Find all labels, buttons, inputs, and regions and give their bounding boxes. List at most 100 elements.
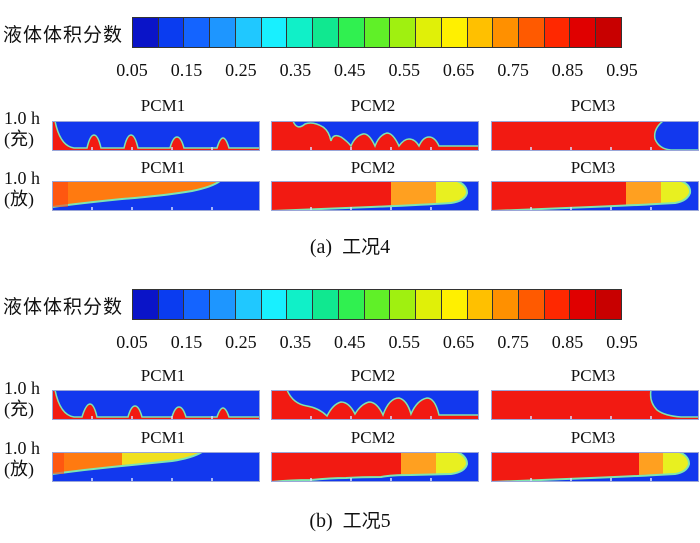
colorbar-title: 液体体积分数 [3,24,124,46]
colorbar-segment [235,18,262,47]
contour-pcm2-charge [271,390,479,420]
colorbar-tick-label: 0.15 [170,332,203,352]
colorbar-tick-label: 0.25 [225,332,257,352]
colorbar-tick-label: 0.65 [442,60,475,80]
colorbar-tick-label: 0.75 [497,332,529,352]
colorbar-segment [210,290,236,319]
colorbar-tick-label: 0.25 [225,60,257,80]
colorbar-segment [133,290,159,319]
colorbar-segment [287,18,314,47]
row-label-discharge: 1.0 h (放) [4,438,40,479]
colorbar-segment [133,18,159,47]
colorbar-tick-label: 0.85 [551,332,584,352]
colorbar-tick-label: 0.55 [388,332,420,352]
row-label-discharge: 1.0 h (放) [4,168,40,209]
colorbar-tick-label: 0.85 [551,60,584,80]
contour-frame [271,390,479,420]
colorbar-tick-label: 0.95 [606,332,638,352]
pcm3-label: PCM3 [570,428,616,447]
contour-pcm3-charge [491,121,699,151]
caption-text: 工况 [342,236,381,258]
colorbar-segment [364,290,391,319]
panel-case-4: 液体体积分数 0.05 0.15 0.25 0.35 0.45 0.55 0.65 0.75 0… [0,0,700,270]
contour-pcm3-discharge [491,452,699,482]
pcm1-label: PCM1 [140,158,186,177]
colorbar-segment [544,18,571,47]
panel-case-5: 液体体积分数 0.05 0.15 0.25 0.35 0.45 0.55 0.65 0.75 0… [0,272,700,542]
contour-pcm1-discharge [52,452,260,482]
colorbar-segment [570,18,597,47]
colorbar-segment [390,290,417,319]
colorbar-segment [158,290,185,319]
colorbar-segment [158,18,185,47]
contour-pcm1-charge [52,390,260,420]
colorbar-segment [441,18,468,47]
pcm2-label: PCM2 [350,158,396,177]
contour-pcm2-charge [271,121,479,151]
colorbar-segment [570,290,597,319]
contour-frame [52,121,260,151]
pcm2-label: PCM2 [350,428,396,447]
pcm3-label: PCM3 [570,158,616,177]
caption-case-4: (a) 工况4 [0,232,700,259]
colorbar-segment [596,18,621,47]
contour-frame [491,390,699,420]
colorbar-segment [235,290,262,319]
row-label-charge: 1.0 h (充) [4,108,40,149]
colorbar [132,289,622,320]
contour-pcm2-discharge [271,181,479,211]
contour-frame [491,121,699,151]
colorbar-segment [338,18,365,47]
pcm1-label: PCM1 [140,96,186,115]
colorbar-segment [364,18,391,47]
contour-frame [271,452,479,482]
colorbar-segment [596,290,621,319]
colorbar-tick-label: 0.35 [279,332,312,352]
colorbar-tick-label: 0.75 [497,60,529,80]
contour-frame [52,181,260,211]
caption-text: 工况 [342,510,381,532]
colorbar-title: 液体体积分数 [3,296,124,318]
caption-tag: (a) [309,236,333,258]
colorbar-tick-label: 0.05 [116,60,148,80]
colorbar-segment [416,18,442,47]
colorbar-tick-label: 0.55 [388,60,420,80]
caption-num: 4 [380,236,391,258]
pcm3-label: PCM3 [570,366,616,385]
pcm2-label: PCM2 [350,96,396,115]
colorbar-tick-label: 0.35 [279,60,312,80]
colorbar-segment [184,290,211,319]
row-label-charge: 1.0 h (充) [4,378,40,419]
pcm1-label: PCM1 [140,428,186,447]
contour-frame [52,452,260,482]
colorbar-tick-label: 0.95 [606,60,638,80]
colorbar-tick-label: 0.45 [334,332,366,352]
colorbar-segment [313,18,339,47]
caption-tag: (b) [309,510,333,532]
colorbar-tick-label: 0.05 [116,332,148,352]
colorbar-segment [544,290,571,319]
colorbar-ticks: 0.05 0.15 0.25 0.35 0.45 0.55 0.65 0.75 0.85 0.95 [106,60,648,82]
colorbar-tick-label: 0.15 [170,60,203,80]
contour-pcm1-discharge [52,181,260,211]
contour-frame [271,181,479,211]
colorbar-segment [261,290,288,319]
colorbar-segment [261,18,288,47]
caption-num: 5 [380,510,391,532]
colorbar-segment [184,18,211,47]
colorbar-segment [519,18,545,47]
contour-pcm3-discharge [491,181,699,211]
colorbar-segment [467,18,494,47]
pcm3-label: PCM3 [570,96,616,115]
colorbar-segment [467,290,494,319]
colorbar-segment [416,290,442,319]
colorbar-segment [441,290,468,319]
colorbar-segment [519,290,545,319]
colorbar-segment [287,290,314,319]
caption-case-5: (b) 工况5 [0,506,700,533]
contour-frame [491,181,699,211]
contour-pcm2-discharge [271,452,479,482]
contour-pcm1-charge [52,121,260,151]
colorbar-tick-label: 0.65 [442,332,475,352]
contour-frame [52,390,260,420]
